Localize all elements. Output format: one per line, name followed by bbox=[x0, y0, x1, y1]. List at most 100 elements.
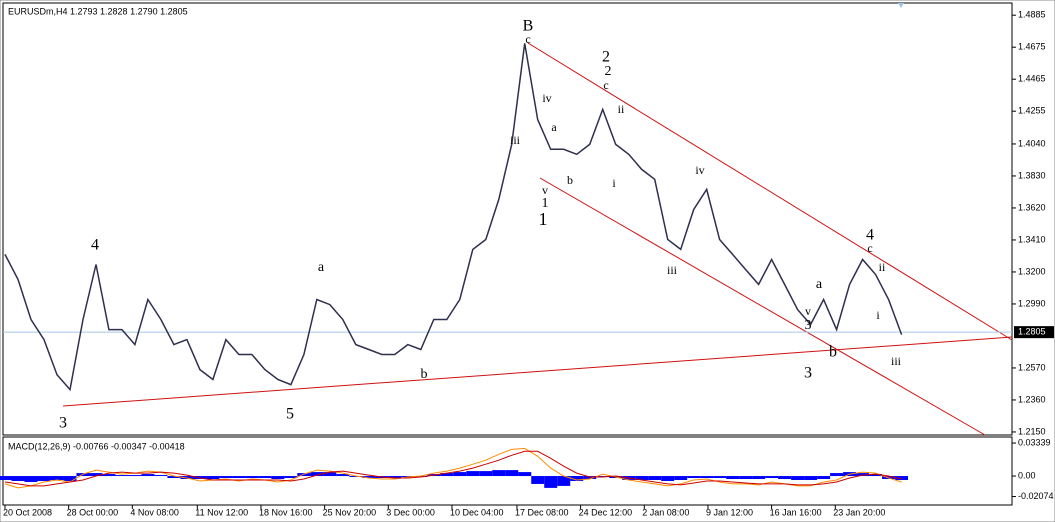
macd-bar bbox=[804, 476, 818, 480]
wave-label: 3 bbox=[59, 415, 67, 432]
macd-bar bbox=[245, 476, 259, 479]
x-tick-label: 24 Dec 12:00 bbox=[579, 507, 633, 517]
macd-bar bbox=[258, 476, 272, 479]
macd-bar bbox=[505, 470, 519, 477]
macd-bar bbox=[895, 476, 909, 480]
wave-label: 2 bbox=[602, 49, 610, 66]
macd-line bbox=[4, 447, 902, 489]
macd-bar bbox=[336, 474, 350, 477]
macd-bar bbox=[817, 476, 831, 480]
wave-label: 4 bbox=[866, 227, 874, 244]
wave-label: 4 bbox=[91, 237, 99, 254]
macd-bar bbox=[687, 476, 701, 479]
macd-bar bbox=[89, 473, 103, 477]
macd-bar bbox=[752, 476, 766, 480]
macd-bar bbox=[544, 476, 558, 488]
y-tick-label: 1.2570 bbox=[1018, 362, 1046, 372]
y-tick-label: 1.2150 bbox=[1018, 426, 1046, 436]
y-tick-label: 1.3830 bbox=[1018, 170, 1046, 180]
last-price-box bbox=[1014, 326, 1054, 339]
x-tick-label: 9 Jan 12:00 bbox=[706, 507, 753, 517]
wave-label: 5 bbox=[286, 406, 294, 423]
x-tick-label: 3 Dec 00:00 bbox=[386, 507, 435, 517]
macd-bar bbox=[778, 476, 792, 480]
wave-label: i bbox=[612, 176, 616, 190]
wave-label: b bbox=[567, 173, 573, 187]
macd-bar bbox=[128, 475, 142, 477]
macd-title: MACD(12,26,9) -0.00766 -0.00347 -0.00418 bbox=[8, 441, 185, 451]
wave-label: v bbox=[542, 183, 548, 197]
x-tick-label: 10 Dec 04:00 bbox=[450, 507, 504, 517]
macd-bar bbox=[141, 474, 155, 477]
channel-lower bbox=[539, 177, 986, 436]
macd-bar bbox=[271, 476, 285, 480]
wave-label: a bbox=[318, 260, 325, 275]
macd-bar bbox=[102, 474, 116, 477]
macd-panel bbox=[2, 436, 1013, 506]
x-tick-label: 23 Jan 20:00 bbox=[833, 507, 885, 517]
macd-bar bbox=[388, 476, 402, 479]
x-tick-label: 28 Oct 00:00 bbox=[67, 507, 119, 517]
macd-bar bbox=[739, 476, 753, 480]
macd-bar bbox=[323, 472, 337, 477]
macd-bar bbox=[50, 476, 64, 480]
macd-bar bbox=[635, 476, 649, 480]
shift-marker bbox=[898, 3, 904, 8]
wave-label: B bbox=[523, 18, 534, 35]
macd-bar bbox=[206, 476, 220, 480]
macd-bar bbox=[674, 476, 688, 480]
price-line bbox=[4, 43, 903, 392]
x-tick-label: 18 Nov 16:00 bbox=[259, 507, 313, 517]
wave-label: iii bbox=[891, 354, 902, 368]
macd-bar bbox=[115, 475, 129, 477]
y-tick-label: 1.4885 bbox=[1018, 10, 1046, 20]
wave-label: ii bbox=[879, 260, 886, 274]
macd-bar bbox=[531, 476, 545, 484]
y-tick-label: 1.3620 bbox=[1018, 202, 1046, 212]
y-tick-label: 0.03339 bbox=[1018, 437, 1051, 447]
macd-bar bbox=[648, 476, 662, 480]
wave-label: 2 bbox=[605, 64, 612, 79]
wave-label: iii bbox=[667, 263, 678, 277]
chart-header: EURUSDm,H4 1.2793 1.2828 1.2790 1.2805 bbox=[8, 6, 188, 16]
wave-label: iv bbox=[542, 91, 551, 105]
macd-bar bbox=[219, 476, 233, 479]
trend-line bbox=[62, 336, 1013, 407]
macd-bar bbox=[362, 476, 376, 479]
wave-label: a bbox=[816, 277, 823, 292]
macd-bar bbox=[713, 476, 727, 479]
wave-label: i bbox=[876, 308, 880, 322]
wave-label: b bbox=[421, 367, 428, 382]
wave-label: ii bbox=[618, 102, 625, 116]
macd-bar bbox=[661, 476, 675, 481]
y-tick-label: 1.3200 bbox=[1018, 266, 1046, 276]
macd-bar bbox=[726, 476, 740, 480]
x-tick-label: 20 Oct 2008 bbox=[3, 507, 52, 517]
macd-line bbox=[4, 450, 902, 487]
wave-label: b bbox=[829, 344, 837, 361]
wave-label: c bbox=[867, 241, 872, 255]
macd-bar bbox=[349, 476, 363, 478]
x-tick-label: 17 Dec 08:00 bbox=[515, 507, 569, 517]
x-tick-label: 4 Nov 08:00 bbox=[130, 507, 179, 517]
macd-bar bbox=[167, 476, 181, 479]
y-tick-label: 1.3410 bbox=[1018, 234, 1046, 244]
y-tick-label: 1.4675 bbox=[1018, 42, 1046, 52]
y-tick-label: -0.02074 bbox=[1018, 491, 1054, 501]
y-tick-label: 1.4255 bbox=[1018, 106, 1046, 116]
last-price-label: 1.2805 bbox=[1018, 327, 1046, 337]
y-tick-label: 1.2990 bbox=[1018, 298, 1046, 308]
macd-bar bbox=[453, 472, 467, 477]
macd-bar bbox=[492, 470, 506, 477]
y-tick-label: 1.4040 bbox=[1018, 138, 1046, 148]
wave-label: c bbox=[603, 78, 608, 92]
wave-label: iv bbox=[695, 163, 704, 177]
macd-bar bbox=[583, 476, 597, 480]
x-tick-label: 11 Nov 12:00 bbox=[195, 507, 248, 517]
wave-label: 1 bbox=[542, 196, 549, 211]
macd-bar bbox=[154, 475, 168, 477]
wave-label: iii bbox=[510, 133, 521, 147]
wave-label: a bbox=[551, 120, 557, 134]
macd-bar bbox=[24, 476, 38, 482]
